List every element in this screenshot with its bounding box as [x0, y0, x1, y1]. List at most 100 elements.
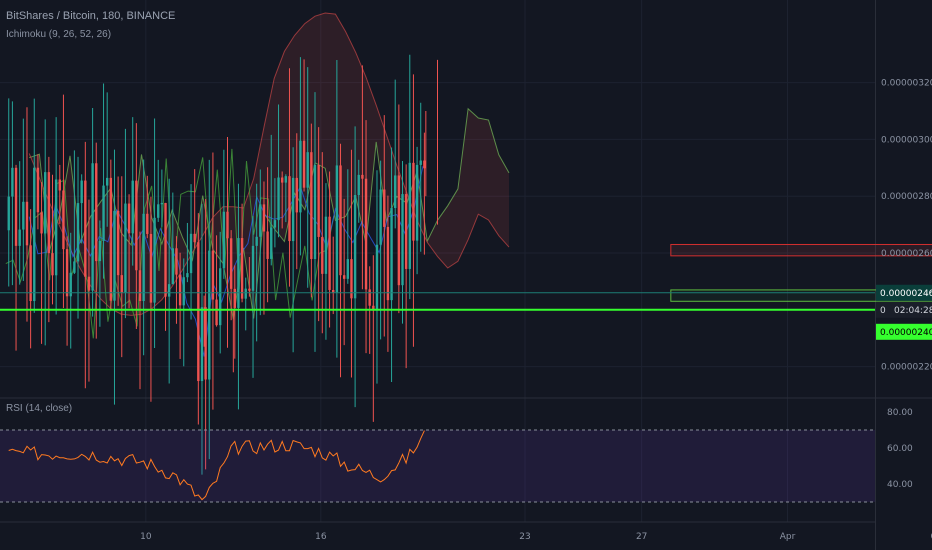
candle-body — [266, 231, 269, 259]
candle-body — [324, 216, 328, 274]
candle-body — [280, 177, 284, 183]
support-price-tag-text: 0.00000240 — [880, 328, 932, 338]
candle-body — [22, 201, 25, 230]
candle-body — [135, 180, 138, 271]
candle-body — [233, 288, 236, 308]
candle-body — [379, 189, 382, 245]
candle-body — [102, 185, 105, 241]
current-price-tag[interactable] — [876, 284, 932, 301]
candle-body — [372, 305, 375, 311]
candle-body — [332, 289, 335, 293]
rsi-pane — [0, 429, 875, 503]
current-price-tag-text: 0.00000246 — [880, 289, 932, 299]
candle-body — [7, 196, 10, 231]
candle-body — [339, 165, 342, 276]
candle-body — [186, 273, 189, 278]
candle-body — [189, 233, 193, 274]
candle-body — [211, 250, 215, 300]
candle-body — [120, 275, 123, 293]
countdown-tag — [876, 301, 932, 318]
candle-body — [47, 172, 51, 254]
candle-body — [182, 277, 185, 306]
candle-body — [58, 179, 61, 191]
candle-body — [273, 220, 277, 228]
support-zone — [670, 289, 932, 302]
senkou-span-b — [28, 12, 510, 316]
candle-body — [44, 172, 47, 234]
candle-body — [364, 178, 368, 290]
candle-body — [69, 272, 72, 297]
candle-body — [197, 242, 200, 382]
time-tick-label: Apr — [780, 532, 796, 542]
candle-body — [29, 245, 32, 302]
ichimoku-legend[interactable]: Ichimoku (9, 26, 52, 26) — [6, 29, 112, 40]
candle-body — [25, 201, 29, 246]
candle-body — [215, 299, 218, 326]
candle-body — [306, 152, 309, 188]
candle-body — [116, 210, 120, 276]
countdown-tag-text: 02:04:28 — [894, 306, 932, 316]
candle-body — [342, 275, 346, 279]
horizontal-lines — [0, 292, 875, 311]
rsi-tick-label: 40.00 — [887, 480, 913, 490]
rsi-legend[interactable]: RSI (14, close) — [6, 403, 73, 414]
candle-body — [335, 165, 339, 293]
candle-body — [14, 167, 18, 246]
candle-body — [350, 259, 353, 299]
candle-body — [11, 167, 14, 197]
candle-body — [219, 268, 222, 326]
candle-body — [262, 204, 266, 232]
candle-body — [91, 163, 94, 291]
candle-body — [51, 253, 54, 276]
candle-body — [226, 211, 229, 239]
candle-body — [237, 238, 240, 308]
candle-body — [105, 177, 109, 186]
ichimoku-cloud — [5, 12, 510, 357]
candle-body — [54, 179, 58, 276]
candle-body — [200, 307, 204, 382]
candle-body — [361, 174, 364, 179]
candle-body — [353, 195, 357, 299]
candle-body — [299, 140, 302, 213]
candle-body — [40, 212, 43, 234]
candle-body — [229, 238, 233, 289]
symbol-legend[interactable]: BitShares / Bitcoin, 180, BINANCE — [6, 10, 176, 22]
candle-body — [240, 238, 244, 299]
countdown-prefix: 0 — [880, 306, 886, 316]
candle-body — [175, 248, 178, 275]
candle-body — [18, 229, 21, 246]
candle-body — [310, 152, 313, 259]
candle-body — [149, 233, 153, 303]
candle-body — [62, 190, 65, 250]
candle-body — [138, 270, 142, 302]
candle-body — [113, 210, 116, 301]
annotation-zones — [670, 243, 932, 302]
axes: 0.00000320 0.00000300 0.00000280 0.00000260… — [140, 79, 932, 542]
candle-body — [95, 163, 98, 262]
candle-body — [397, 175, 401, 286]
candle-body — [412, 162, 415, 241]
candle-body — [248, 288, 251, 291]
candle-body — [277, 177, 280, 221]
candle-body — [317, 164, 320, 237]
candles — [7, 54, 438, 475]
candle-body — [383, 189, 386, 227]
candle-body — [142, 213, 145, 302]
candle-body — [408, 162, 411, 269]
candle-body — [401, 194, 404, 286]
rsi-tick-label: 80.00 — [887, 408, 913, 418]
candle-body — [87, 276, 91, 291]
price-tick-label: 0.00000320 — [881, 79, 932, 89]
candle-body — [302, 140, 306, 188]
candle-body — [255, 236, 258, 246]
candle-body — [84, 180, 87, 277]
candle-body — [222, 211, 226, 269]
candle-body — [270, 227, 273, 259]
price-tick-label: 0.00000260 — [881, 249, 932, 259]
candle-body — [288, 176, 291, 242]
candle-body — [386, 226, 390, 301]
candle-body — [291, 177, 295, 242]
candle-body — [178, 274, 182, 306]
candle-body — [259, 204, 262, 237]
